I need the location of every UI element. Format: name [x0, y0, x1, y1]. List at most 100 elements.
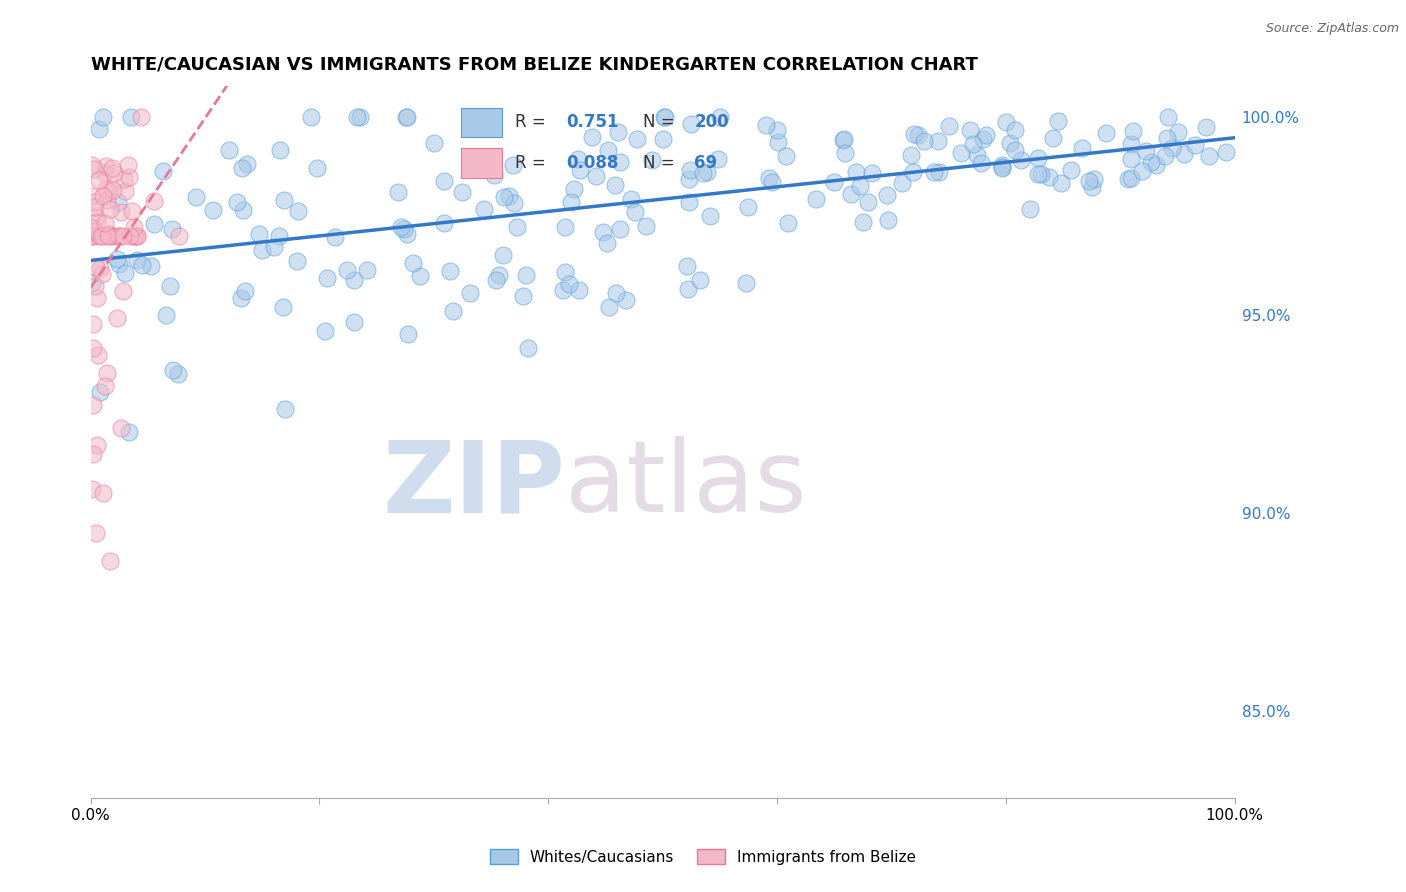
Point: [87, 348, 110, 362]
Point: [860, 166, 883, 180]
Point: [1077, 174, 1099, 188]
Point: [86, 210, 108, 224]
Point: [707, 152, 730, 166]
Point: [560, 195, 582, 210]
Point: [991, 160, 1014, 174]
Point: [93, 166, 115, 180]
Point: [852, 214, 875, 228]
Point: [1198, 149, 1220, 163]
Text: ZIP: ZIP: [382, 436, 565, 533]
Point: [439, 264, 461, 278]
Point: [606, 125, 628, 139]
Point: [620, 192, 643, 206]
Point: [89, 229, 111, 244]
Point: [285, 254, 308, 268]
Point: [395, 111, 418, 125]
Point: [314, 324, 336, 338]
Point: [903, 127, 925, 141]
Point: [273, 401, 295, 416]
Point: [80, 482, 103, 496]
Point: [1081, 179, 1104, 194]
Point: [1215, 145, 1237, 160]
Point: [120, 111, 142, 125]
Point: [117, 159, 139, 173]
Point: [609, 155, 631, 169]
Point: [82, 229, 104, 244]
Point: [441, 304, 464, 318]
Point: [679, 163, 702, 178]
Point: [709, 111, 731, 125]
Point: [907, 128, 929, 143]
Point: [83, 162, 105, 177]
Point: [110, 420, 132, 434]
Point: [94, 182, 117, 196]
Point: [356, 263, 378, 277]
Point: [758, 170, 780, 185]
Point: [1121, 123, 1143, 137]
Point: [82, 317, 104, 331]
Point: [1135, 144, 1157, 158]
Point: [554, 265, 576, 279]
Point: [96, 228, 118, 243]
Point: [903, 164, 925, 178]
Point: [450, 185, 472, 199]
Point: [959, 122, 981, 136]
Point: [263, 240, 285, 254]
Point: [498, 189, 520, 203]
Point: [186, 190, 208, 204]
Point: [592, 225, 614, 239]
Point: [91, 229, 114, 244]
Point: [970, 156, 993, 170]
Point: [323, 230, 346, 244]
Point: [699, 209, 721, 223]
Point: [927, 134, 949, 148]
Point: [343, 273, 366, 287]
Point: [229, 291, 252, 305]
Point: [226, 194, 249, 209]
Point: [305, 161, 328, 175]
Point: [755, 118, 778, 132]
Point: [966, 148, 988, 162]
Point: [605, 285, 627, 300]
Point: [118, 425, 141, 439]
Point: [86, 214, 108, 228]
Point: [114, 184, 136, 198]
Point: [922, 165, 945, 179]
Point: [1167, 125, 1189, 139]
Point: [315, 271, 337, 285]
Point: [84, 194, 107, 209]
Point: [1116, 171, 1139, 186]
Point: [505, 220, 527, 235]
Point: [201, 202, 224, 217]
Point: [831, 133, 853, 147]
Point: [598, 300, 620, 314]
Point: [409, 269, 432, 284]
Point: [94, 379, 117, 393]
Point: [387, 185, 409, 199]
Point: [678, 172, 700, 186]
Point: [273, 194, 295, 208]
Point: [1157, 111, 1180, 125]
Point: [105, 252, 128, 267]
Point: [641, 153, 664, 167]
Point: [485, 273, 508, 287]
Point: [141, 259, 163, 273]
Point: [876, 213, 898, 227]
Point: [775, 149, 797, 163]
Point: [558, 277, 581, 291]
Point: [389, 220, 412, 235]
Point: [568, 283, 591, 297]
Point: [80, 158, 103, 172]
Point: [89, 385, 111, 400]
Point: [991, 161, 1014, 175]
Point: [595, 235, 617, 250]
Point: [111, 284, 134, 298]
Point: [651, 132, 673, 146]
Point: [1160, 141, 1182, 155]
Point: [876, 187, 898, 202]
Point: [349, 111, 371, 125]
Point: [394, 222, 416, 236]
Point: [111, 229, 134, 244]
Point: [605, 178, 627, 192]
Point: [267, 228, 290, 243]
